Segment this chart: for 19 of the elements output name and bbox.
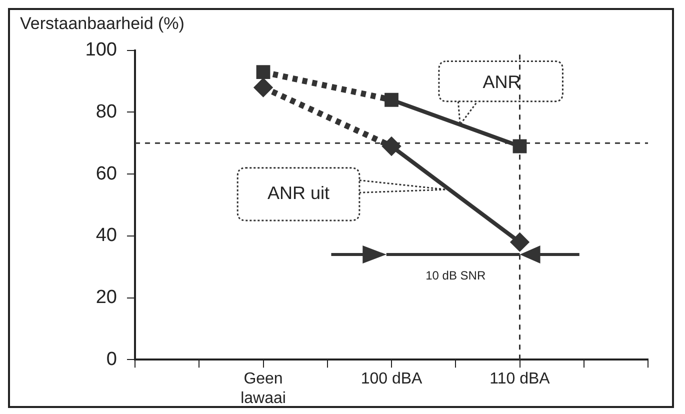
y-tick-label: 80 bbox=[96, 101, 117, 122]
y-tick-label: 60 bbox=[96, 163, 117, 184]
point bbox=[256, 65, 270, 79]
annotation: ANR uit bbox=[268, 183, 330, 204]
point bbox=[382, 137, 400, 156]
y-tick-label: 0 bbox=[106, 348, 117, 370]
x-tick-label: Geen lawaai bbox=[240, 370, 286, 407]
point bbox=[510, 233, 529, 252]
y-tick-label: 40 bbox=[96, 225, 117, 246]
point bbox=[384, 92, 398, 107]
annotation: 10 dB SNR bbox=[426, 268, 486, 282]
x-tick-label: 100 dBA bbox=[360, 370, 423, 388]
annotation: ANR bbox=[482, 72, 521, 92]
point bbox=[512, 139, 527, 154]
point bbox=[254, 78, 272, 97]
y-tick-label: 20 bbox=[96, 286, 117, 308]
y-tick-label: 100 bbox=[85, 40, 117, 61]
x-tick-label: 110 dBA bbox=[490, 370, 550, 388]
chart-title: Verstaanbaarheid (%) bbox=[20, 14, 184, 33]
